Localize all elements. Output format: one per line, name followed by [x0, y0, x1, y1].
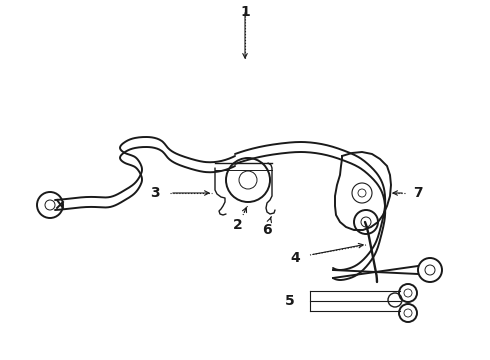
Text: 5: 5	[285, 294, 295, 308]
Text: 4: 4	[290, 251, 300, 265]
Text: 6: 6	[262, 223, 272, 237]
Text: 7: 7	[413, 186, 423, 200]
Text: 2: 2	[233, 218, 243, 232]
Text: 3: 3	[150, 186, 160, 200]
Text: 1: 1	[240, 5, 250, 19]
